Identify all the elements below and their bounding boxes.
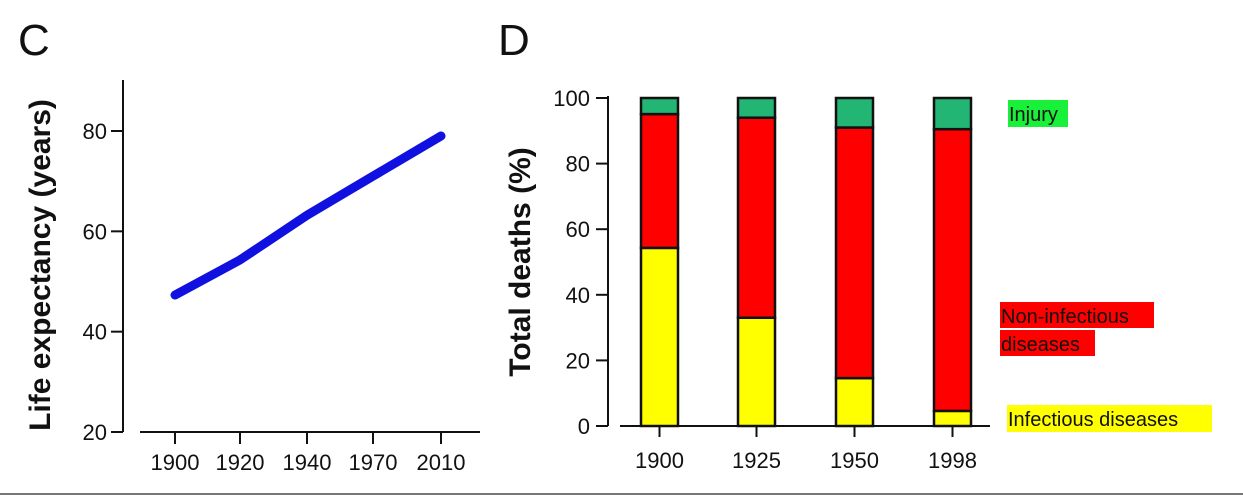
- bar-segment-injury: [639, 96, 680, 116]
- legend-swatch-non-infectious-2: [1000, 330, 1095, 356]
- y-tick-label-d: 0: [578, 414, 590, 439]
- x-tick-label-d: 1998: [928, 448, 977, 473]
- y-tick-label-c: 80: [83, 119, 107, 144]
- y-tick-label-d: 100: [553, 86, 590, 111]
- x-tick-label-d: 1925: [732, 448, 781, 473]
- x-tick-label-d: 1900: [635, 448, 684, 473]
- bar-segment-injury: [834, 96, 875, 129]
- bar-segment-non-infectious-diseases: [834, 126, 875, 380]
- bar-segment-non-infectious-diseases: [736, 116, 777, 320]
- y-tick-label-c: 60: [83, 219, 107, 244]
- legend-label-infectious: Infectious diseases: [1008, 409, 1178, 431]
- bar-segment-injury: [932, 96, 973, 131]
- bar-segment-non-infectious-diseases: [639, 112, 680, 250]
- x-tick-label-d: 1950: [830, 448, 879, 473]
- legend-swatch-non-infectious: [1000, 302, 1154, 328]
- y-tick-label-d: 80: [566, 152, 590, 177]
- y-tick-label-c: 40: [83, 320, 107, 345]
- bar-segment-infectious-diseases: [834, 376, 875, 428]
- legend-swatch-infectious: [1007, 405, 1212, 432]
- life-expectancy-line: [170, 131, 446, 300]
- legend-label-non-infectious-line2: diseases: [1001, 334, 1080, 356]
- bar-segment-injury: [736, 96, 777, 119]
- legend-label-non-infectious-line1: Non-infectious: [1001, 306, 1129, 328]
- y-axis-label-d: Total deaths (%): [504, 147, 537, 376]
- y-tick-label-c: 20: [83, 420, 107, 445]
- y-tick-label-d: 60: [566, 217, 590, 242]
- legend-swatch-injury: [1008, 100, 1068, 127]
- bar-segment-infectious-diseases: [932, 409, 973, 428]
- y-tick-label-d: 40: [566, 283, 590, 308]
- x-tick-label-c: 2010: [417, 450, 466, 475]
- panel-label-d: D: [498, 16, 530, 65]
- y-tick-label-d: 20: [566, 348, 590, 373]
- x-tick-label-c: 1900: [151, 450, 200, 475]
- legend-label-injury: Injury: [1009, 104, 1058, 126]
- x-tick-label-c: 1970: [349, 450, 398, 475]
- bar-segment-infectious-diseases: [639, 246, 680, 428]
- y-axis-label-c: Life expectancy (years): [24, 99, 57, 431]
- bar-segment-non-infectious-diseases: [932, 127, 973, 413]
- x-tick-label-c: 1940: [283, 450, 332, 475]
- panel-label-c: C: [18, 16, 50, 65]
- x-tick-label-c: 1920: [216, 450, 265, 475]
- bar-segment-infectious-diseases: [736, 316, 777, 428]
- bottom-divider: [0, 493, 1243, 495]
